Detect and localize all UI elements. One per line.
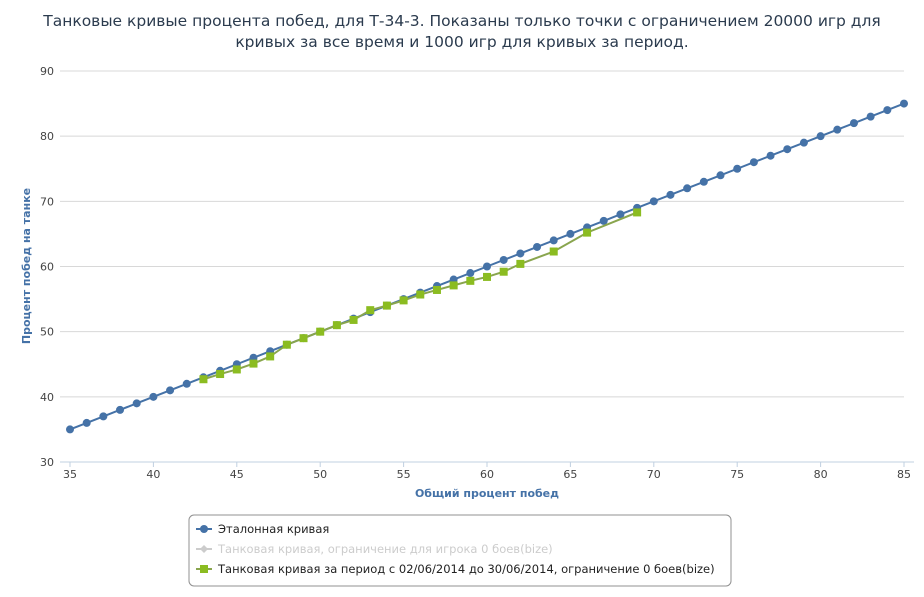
data-point: [733, 164, 742, 173]
data-point: [249, 359, 258, 368]
data-point: [382, 301, 391, 310]
plot-area: [66, 99, 908, 434]
x-tick-label: 55: [397, 468, 411, 481]
data-point: [599, 216, 608, 225]
data-point: [349, 315, 358, 324]
data-point: [683, 184, 692, 193]
legend-item-1[interactable]: Танковая кривая, ограничение для игрока …: [196, 542, 553, 556]
data-point: [516, 259, 525, 268]
data-point: [466, 269, 475, 278]
data-point: [66, 425, 74, 434]
data-point: [666, 190, 675, 199]
x-tick-label: 70: [647, 468, 661, 481]
x-tick-label: 80: [814, 468, 828, 481]
data-point: [416, 290, 425, 299]
data-point: [749, 158, 758, 167]
data-point: [316, 327, 325, 336]
data-point: [366, 306, 375, 315]
legend-box: [188, 514, 732, 587]
data-point: [432, 285, 441, 294]
data-point: [716, 171, 725, 180]
data-point: [583, 228, 592, 237]
data-point: [399, 296, 408, 305]
data-point: [299, 334, 308, 343]
x-axis-title: Общий процент побед: [415, 487, 559, 500]
data-point: [332, 321, 341, 330]
data-point: [633, 208, 642, 217]
x-tick-label: 40: [146, 468, 160, 481]
data-point: [516, 249, 525, 258]
y-axis-title: Процент побед на танке: [20, 188, 33, 344]
x-tick-label: 75: [730, 468, 744, 481]
data-point: [699, 177, 708, 186]
data-point: [132, 399, 141, 408]
x-tick-label: 35: [63, 468, 77, 481]
x-tick-label: 85: [897, 468, 911, 481]
data-point: [483, 262, 491, 271]
chart-title-line-1: Танковые кривые процента побед, для Т-34…: [42, 12, 881, 30]
y-tick-label: 50: [40, 326, 54, 339]
legend-marker: [200, 565, 208, 573]
data-point: [166, 386, 175, 395]
gridlines: [60, 70, 904, 398]
data-point: [549, 247, 558, 256]
y-axis: 30 40 50 60 70 80 90: [40, 65, 54, 469]
y-tick-label: 40: [40, 391, 54, 404]
data-point: [616, 210, 625, 219]
data-point: [649, 197, 658, 206]
data-point: [216, 370, 225, 379]
y-tick-label: 70: [40, 195, 54, 208]
data-point: [483, 272, 491, 281]
y-tick-label: 30: [40, 456, 54, 469]
chart-title-line-2: кривых за все время и 1000 игр для кривы…: [235, 33, 688, 51]
y-tick-label: 90: [40, 65, 54, 78]
legend: Эталонная кривая Танковая кривая, огранич…: [188, 514, 732, 587]
x-tick-label: 65: [563, 468, 577, 481]
x-axis: 35 40 45 50 55 60 65 70 75 80 85: [60, 461, 914, 481]
data-point: [783, 145, 792, 154]
data-point: [566, 229, 575, 238]
data-point: [282, 340, 291, 349]
legend-marker: [200, 525, 208, 533]
data-point: [533, 242, 542, 251]
data-point: [900, 99, 908, 108]
legend-item-0[interactable]: Эталонная кривая: [196, 522, 329, 536]
x-tick-label: 45: [230, 468, 244, 481]
data-point: [883, 106, 892, 115]
data-point: [816, 132, 825, 141]
data-point: [182, 379, 191, 388]
data-point: [99, 412, 108, 421]
data-point: [766, 151, 775, 160]
data-point: [866, 112, 875, 121]
legend-label: Танковая кривая, ограничение для игрока …: [217, 542, 553, 556]
legend-marker: [200, 545, 208, 553]
data-point: [549, 236, 558, 245]
x-tick-label: 60: [480, 468, 494, 481]
data-point: [449, 281, 458, 290]
data-point: [833, 125, 842, 134]
series-2: [199, 208, 642, 384]
data-point: [266, 352, 275, 361]
data-point: [199, 375, 208, 384]
data-point: [499, 267, 508, 276]
data-point: [149, 392, 158, 401]
data-point: [799, 138, 808, 147]
data-point: [232, 365, 241, 374]
x-tick-label: 50: [313, 468, 327, 481]
data-point: [82, 418, 91, 427]
y-tick-label: 80: [40, 130, 54, 143]
data-point: [466, 276, 475, 285]
legend-item-2[interactable]: Танковая кривая за период с 02/06/2014 д…: [196, 562, 715, 576]
data-point: [116, 405, 125, 414]
legend-label: Эталонная кривая: [218, 522, 329, 536]
y-tick-label: 60: [40, 261, 54, 274]
legend-label: Танковая кривая за период с 02/06/2014 д…: [217, 562, 715, 576]
data-point: [499, 255, 508, 264]
data-point: [849, 119, 858, 128]
